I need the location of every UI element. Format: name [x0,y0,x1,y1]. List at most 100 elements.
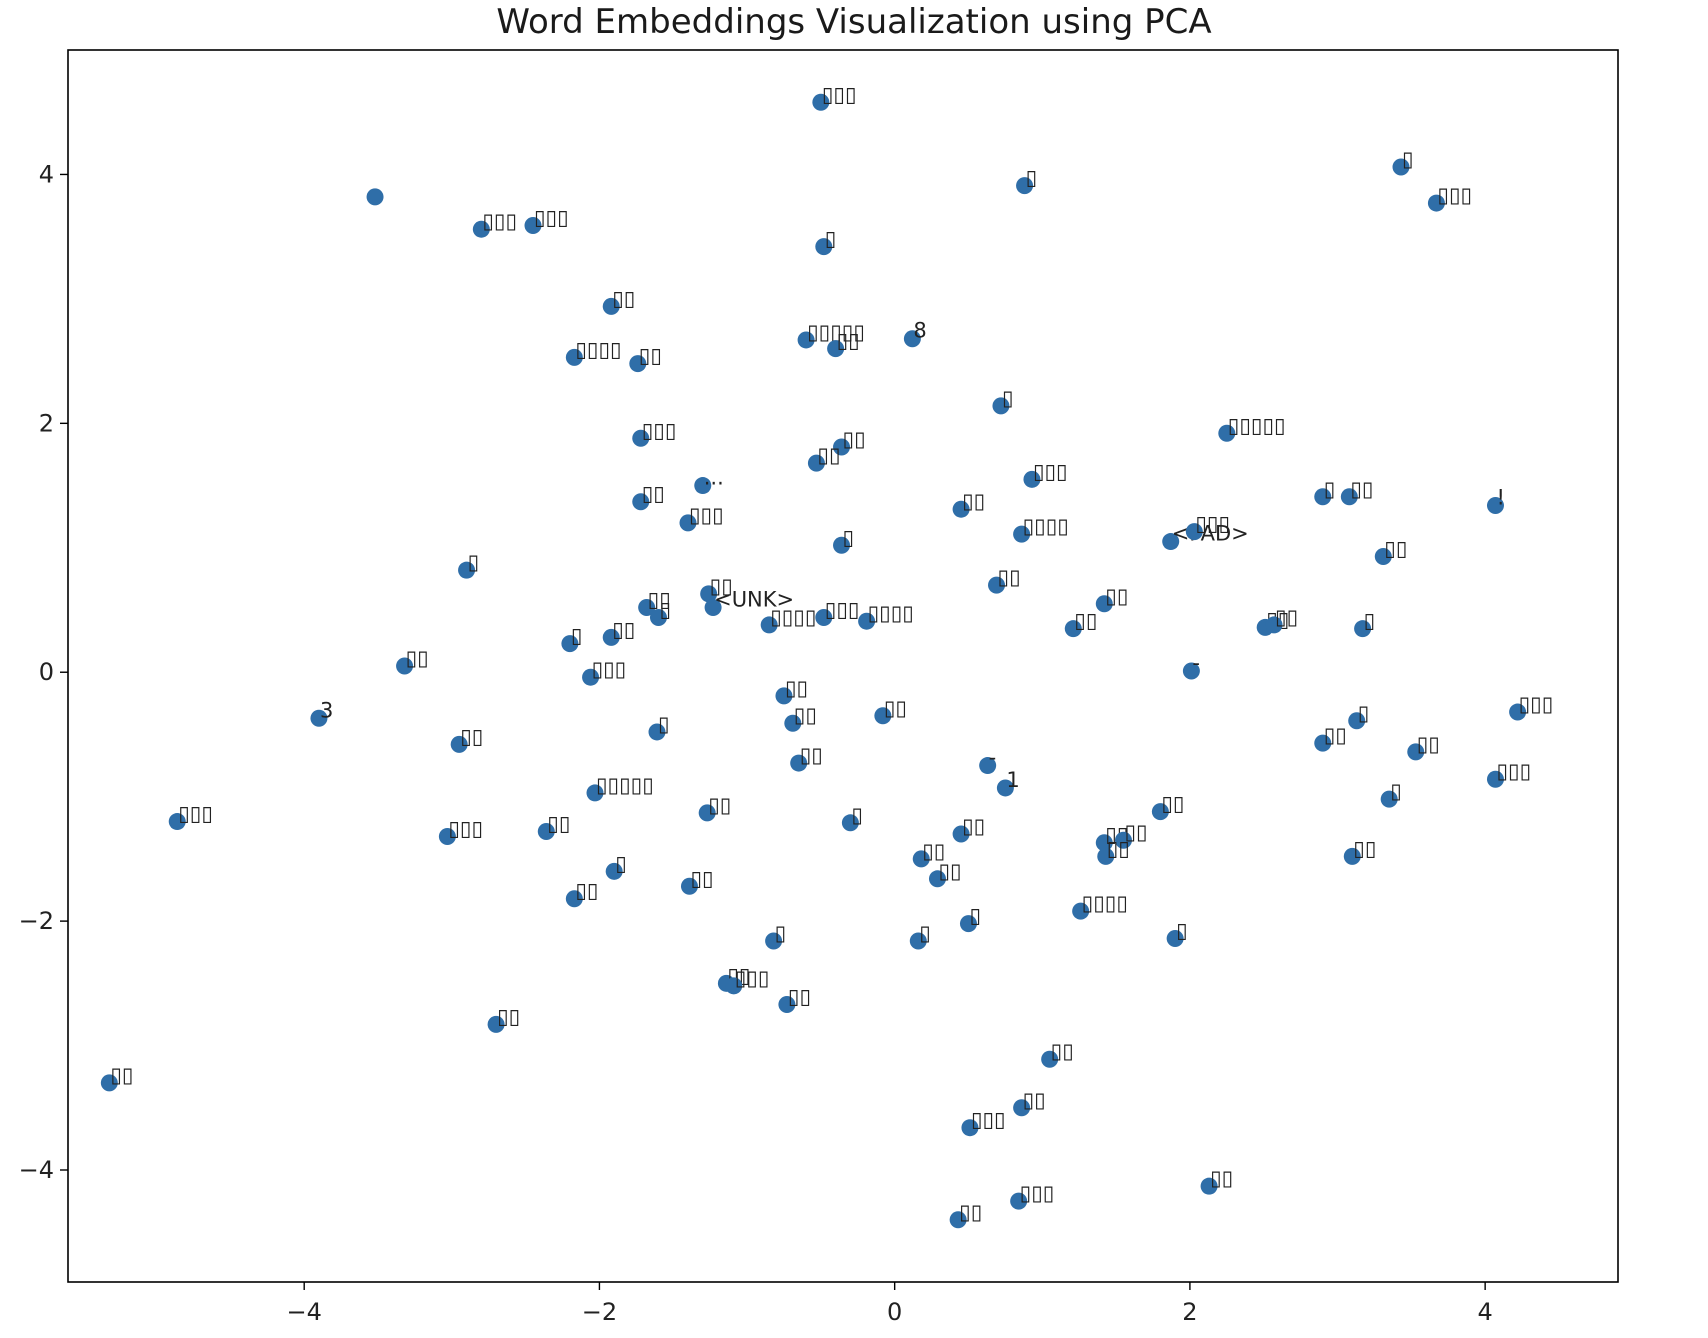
scatter-point [1314,734,1332,752]
scatter-point [1162,533,1180,551]
scatter-point [638,599,656,617]
scatter-point [815,238,833,256]
point-label: ▯▯ [710,574,733,598]
scatter-point [680,877,698,895]
point-label: ▯▯ [1350,477,1373,501]
scatter-point [1509,703,1527,721]
scatter-point [1013,525,1031,543]
point-label: ▯▯▯▯▯ [596,773,654,797]
scatter-point [807,454,825,472]
point-label: ▯▯▯ [735,966,770,990]
point-label: ▯ [843,525,855,549]
point-label: ▯▯▯▯ [868,601,914,625]
scatter-point [1392,158,1410,176]
point-label: ▯▯▯ [1496,759,1531,783]
point-label: ▯▯ [575,879,598,903]
scatter-point [952,500,970,518]
scatter-point [775,687,793,705]
point-label: ▯▯ [1023,1088,1046,1112]
chart-title: Word Embeddings Visualization using PCA [496,2,1212,42]
point-label: ▯▯▯ [971,1108,1006,1132]
scatter-point [1095,834,1113,852]
scatter-point [833,536,851,554]
scatter-point [629,355,647,373]
scatter-point [1265,616,1283,634]
scatter-point [602,628,620,646]
scatter-point [1427,194,1445,212]
point-label: ▯ [615,851,627,875]
scatter-point [959,915,977,933]
point-label: ▯ [1358,701,1370,725]
scatter-point [704,599,722,617]
point-label: ▯▯▯▯ [575,337,621,361]
point-label: ▯▯▯ [825,597,860,621]
point-label: ▯▯▯ [689,503,724,527]
point-label: ▯▯ [690,866,713,890]
point-label: ▯▯ [998,565,1021,589]
point-label: ▯ [571,624,583,648]
point-label: ▯▯ [922,839,945,863]
point-label: ▯▯▯▯ [1023,514,1069,538]
point-label: ▯▯▯ [1020,1181,1055,1205]
scatter-point [1064,620,1082,638]
point-label: ▯▯ [938,859,961,883]
point-label: ▯▯▯ [642,418,677,442]
scatter-point [949,1211,967,1229]
point-label: ▯▯ [1124,820,1147,844]
point-label: ▯▯ [800,743,823,767]
scatter-point [698,804,716,822]
point-label: ▯ [919,921,931,945]
scatter-point [988,576,1006,594]
point-label: ▯▯▯ [1519,692,1554,716]
point-label: ▯▯ [1210,1166,1233,1190]
point-label: ! [1496,485,1504,509]
scatter-point [1486,496,1504,514]
scatter-point [605,862,623,880]
point-label: ▯▯▯ [822,82,857,106]
point-label: ▯▯ [962,814,985,838]
scatter-point [1185,523,1203,541]
scatter-point [827,340,845,358]
point-label: ▯ [825,227,837,251]
scatter-point [992,397,1010,415]
point-label: 1 [1006,768,1019,792]
point-label: ▯▯ [884,696,907,720]
scatter-point [1166,930,1184,948]
scatter-point [1354,620,1372,638]
scatter-point [649,608,667,626]
scatter-point [100,1074,118,1092]
point-label: ▯▯ [843,427,866,451]
point-label: ▯▯ [837,329,860,353]
point-label: ▯▯ [1384,536,1407,560]
point-label: ▯▯▯ [534,205,569,229]
point-label: ▯▯ [1161,792,1184,816]
scatter-point [1010,1192,1028,1210]
scatter-point [1200,1177,1218,1195]
point-label: ▯▯▯ [1195,512,1230,536]
point-label: ▯▯▯▯▯ [807,320,865,344]
scatter-point [815,608,833,626]
scatter-point [790,754,808,772]
scatter-point [632,493,650,511]
point-label: ▯▯ [547,812,570,836]
point-label: ▯ [1390,779,1402,803]
y-tick-label: 4 [39,160,54,188]
scatter-point [1486,770,1504,788]
point-label: <UNK> [714,588,794,612]
scatter-point [310,709,328,727]
scatter-point [450,735,468,753]
x-tick-label: 2 [1182,1298,1197,1326]
scatter-point [438,827,456,845]
scatter-point [458,561,476,579]
scatter-point [1095,595,1113,613]
scatter-point [537,823,555,841]
plot-frame [67,49,1619,1283]
point-label: - [1192,651,1200,675]
scatter-point [1114,831,1132,849]
point-label: ▯▯▯▯ [1082,891,1128,915]
point-label: ▯ [1026,166,1038,190]
point-label: ▯▯ [497,1004,520,1028]
point-label: ▯ [468,550,480,574]
point-label: ▯▯ [1353,836,1376,860]
